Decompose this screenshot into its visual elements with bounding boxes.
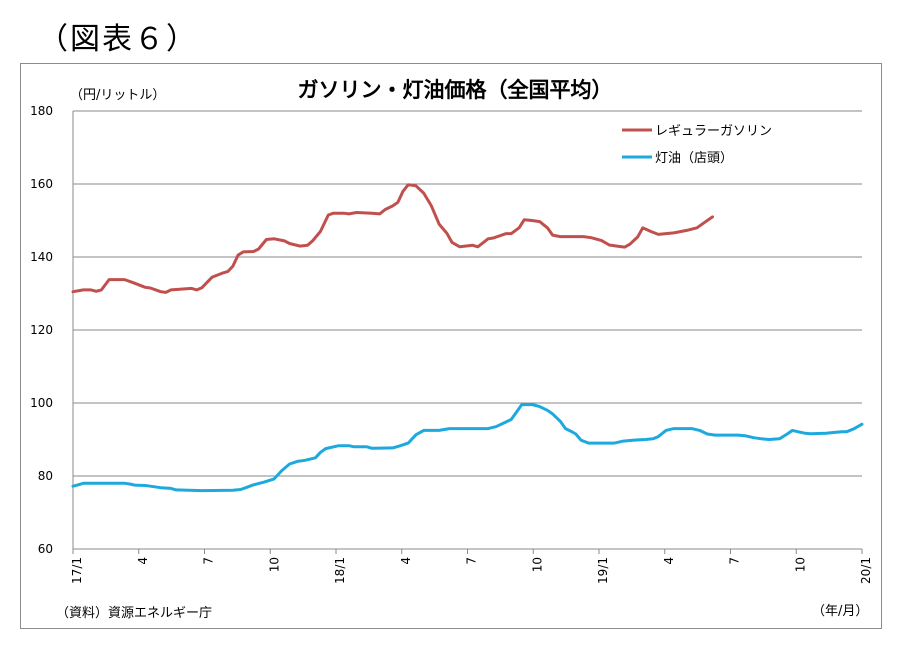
x-tick-label: 18/1 [333,557,347,584]
x-axis-unit-label: （年/月） [812,604,869,619]
y-tick-label: 60 [38,542,53,556]
y-tick-label: 140 [30,250,53,264]
y-tick-label: 120 [30,323,53,337]
x-tick-label: 4 [136,557,150,565]
series-line-kerosene [71,403,864,493]
legend-label: レギュラーガソリン [655,124,772,139]
x-tick-label: 20/1 [859,557,873,584]
chart-frame [20,63,882,629]
x-tick-label: 4 [399,557,413,565]
legend-label: 灯油（店頭） [655,151,733,166]
x-tick-label: 7 [202,557,216,565]
y-axis-unit-label: （円/リットル） [70,88,166,103]
source-note: （資料）資源エネルギー庁 [56,606,213,621]
y-tick-label: 100 [30,396,53,410]
figure-label: （図表６） [38,22,198,57]
x-tick-label: 17/1 [70,557,84,584]
x-tick-label: 7 [465,557,479,565]
x-tick-label: 10 [530,557,544,572]
chart-title: ガソリン・灯油価格（全国平均） [297,78,613,102]
x-tick-label: 4 [662,557,676,565]
series-line-gasoline [71,183,714,294]
y-tick-label: 80 [38,469,53,483]
x-tick-label: 10 [267,557,281,572]
x-tick-label: 7 [728,557,742,565]
y-tick-label: 160 [30,177,53,191]
y-tick-label: 180 [30,104,53,118]
x-tick-label: 10 [793,557,807,572]
x-tick-label: 19/1 [596,557,610,584]
